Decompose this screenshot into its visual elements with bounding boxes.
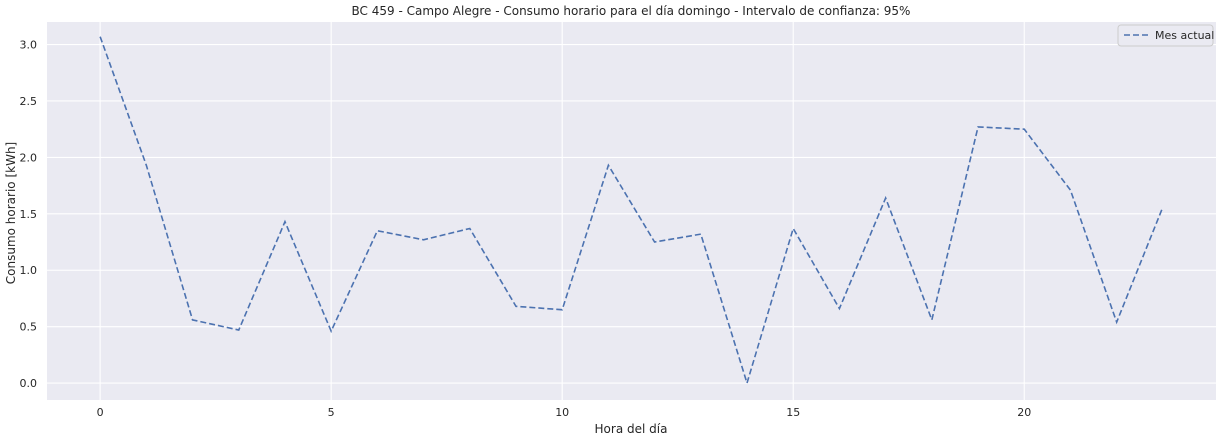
x-tick-label: 15	[786, 406, 800, 419]
y-axis-label: Consumo horario [kWh]	[4, 142, 18, 284]
y-tick-label: 0.5	[20, 321, 38, 334]
x-tick-label: 0	[97, 406, 104, 419]
x-tick-label: 10	[555, 406, 569, 419]
chart-title: BC 459 - Campo Alegre - Consumo horario …	[352, 4, 911, 18]
y-tick-label: 0.0	[20, 377, 38, 390]
legend: Mes actual	[1117, 24, 1214, 47]
grid-lines	[47, 22, 1216, 400]
x-tick-label: 20	[1017, 406, 1031, 419]
y-tick-label: 2.0	[20, 151, 38, 164]
x-axis-label: Hora del día	[595, 422, 668, 436]
series-line-mes-actual	[99, 36, 1164, 386]
y-tick-label: 1.5	[20, 208, 38, 221]
legend-label: Mes actual	[1155, 29, 1214, 42]
y-tick-label: 2.5	[20, 95, 38, 108]
y-tick-label: 3.0	[20, 39, 38, 52]
y-tick-label: 1.0	[20, 264, 38, 277]
plot-area	[47, 22, 1216, 400]
x-tick-labels: 0 5 10 15 20	[97, 406, 1032, 419]
x-tick-label: 5	[328, 406, 335, 419]
legend-box	[1117, 24, 1214, 47]
y-tick-labels: 0.0 0.5 1.0 1.5 2.0 2.5 3.0	[20, 39, 38, 391]
